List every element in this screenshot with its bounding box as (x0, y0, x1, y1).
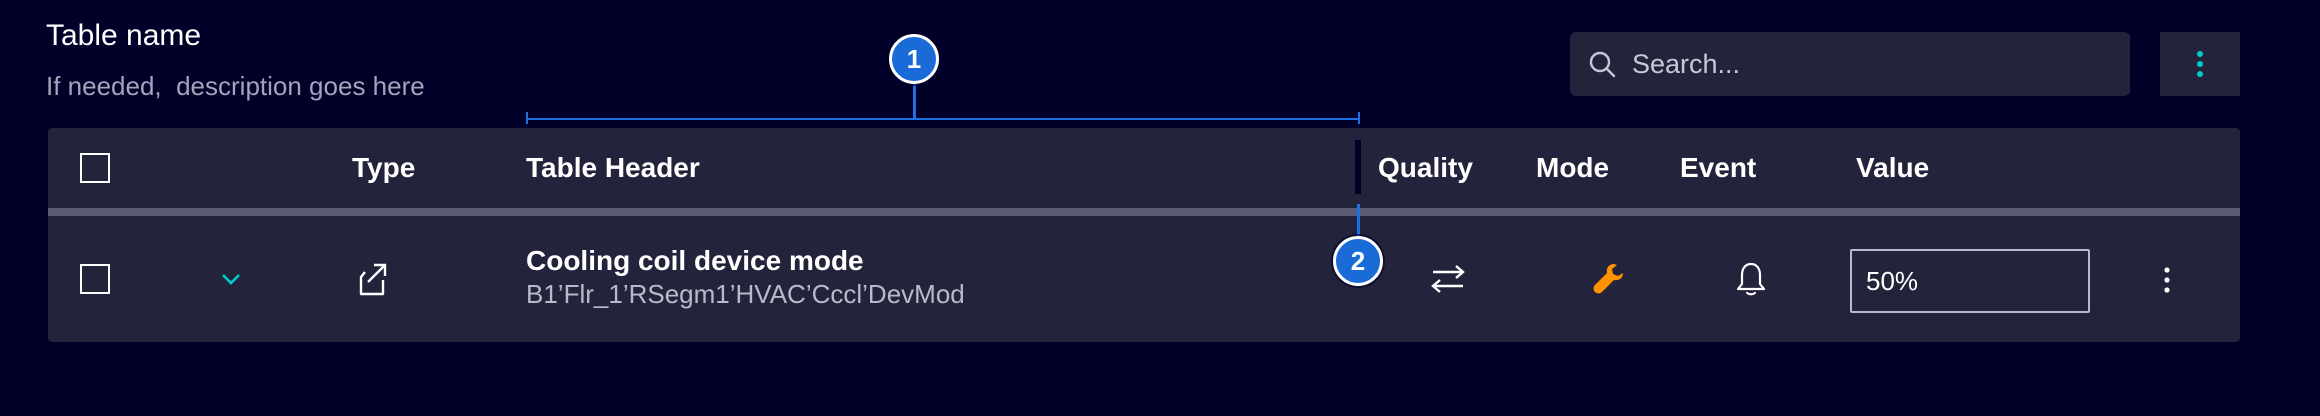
row-title: Cooling coil device mode (526, 245, 864, 276)
table-row[interactable]: Cooling coil device mode B1’Flr_1’RSegm1… (48, 216, 2240, 342)
search-box[interactable] (1570, 32, 2130, 96)
value-input[interactable] (1850, 249, 2090, 313)
table-title: Table name (46, 19, 202, 52)
annotation-stem-1 (913, 84, 916, 118)
search-icon (1589, 51, 1616, 78)
annotation-bracket (526, 118, 1360, 120)
annotation-badge-1: 1 (889, 34, 939, 84)
row-checkbox[interactable] (80, 264, 110, 294)
column-header-event[interactable]: Event (1680, 152, 1757, 183)
table-header-row: Type Table Header Quality Mode Event Val… (48, 128, 2240, 208)
chevron-down-icon[interactable] (220, 272, 242, 286)
annotation-badge-2: 2 (1333, 236, 1383, 286)
column-header-mode[interactable]: Mode (1536, 152, 1610, 183)
wrench-icon (1593, 264, 1623, 294)
column-resize-handle[interactable] (1355, 140, 1361, 194)
annotation-bracket-left (526, 112, 528, 124)
annotation-bracket-right (1358, 112, 1360, 124)
select-all-checkbox[interactable] (80, 153, 110, 183)
column-header-table-header[interactable]: Table Header (526, 152, 700, 183)
column-header-quality[interactable]: Quality (1378, 152, 1473, 183)
export-arrow-icon (359, 263, 387, 296)
table-more-button[interactable] (2160, 32, 2240, 96)
kebab-menu-icon[interactable] (2161, 266, 2173, 294)
annotation-stem-2 (1357, 204, 1360, 238)
column-header-type[interactable]: Type (352, 152, 416, 183)
column-header-value[interactable]: Value (1856, 152, 1930, 183)
kebab-menu-icon (2197, 51, 2203, 77)
row-path: B1’Flr_1’RSegm1’HVAC’Cccl’DevMod (526, 279, 965, 309)
table-description: If needed, description goes here (46, 71, 425, 101)
bell-icon (1736, 262, 1766, 296)
header-separator (48, 208, 2240, 216)
swap-arrows-icon (1431, 265, 1465, 293)
data-table: Type Table Header Quality Mode Event Val… (48, 128, 2240, 342)
search-input[interactable] (1632, 32, 2112, 96)
